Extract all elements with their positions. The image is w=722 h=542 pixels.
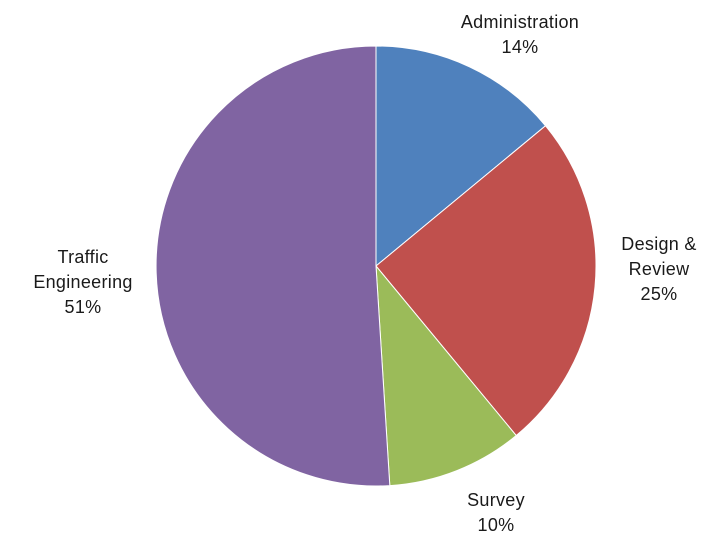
slice-name-traffic-engineering-line1: Traffic <box>57 247 109 267</box>
slice-label-traffic-engineering: Traffic Engineering 51% <box>33 245 132 320</box>
slice-label-design-review: Design & Review 25% <box>621 232 696 307</box>
slice-name-design-review-line1: Design & <box>621 234 697 254</box>
slice-label-survey: Survey 10% <box>467 488 525 538</box>
pie-slice-administration <box>375 45 547 268</box>
pie-slices <box>155 45 597 487</box>
pie-slice-survey <box>375 264 517 487</box>
pie-slice-design-review <box>375 125 597 437</box>
slice-name-administration: Administration <box>460 12 580 32</box>
slice-label-administration: Administration 14% <box>461 10 579 60</box>
slice-name-design-review-line2: Review <box>628 259 690 279</box>
slice-name-survey: Survey <box>467 490 525 510</box>
pie-slice-traffic-engineering <box>155 45 391 487</box>
slice-value-survey: 10% <box>477 515 515 535</box>
slice-value-traffic-engineering: 51% <box>64 297 102 317</box>
slice-name-traffic-engineering-line2: Engineering <box>33 272 133 292</box>
slice-value-administration: 14% <box>501 37 539 57</box>
slice-value-design-review: 25% <box>640 284 678 304</box>
